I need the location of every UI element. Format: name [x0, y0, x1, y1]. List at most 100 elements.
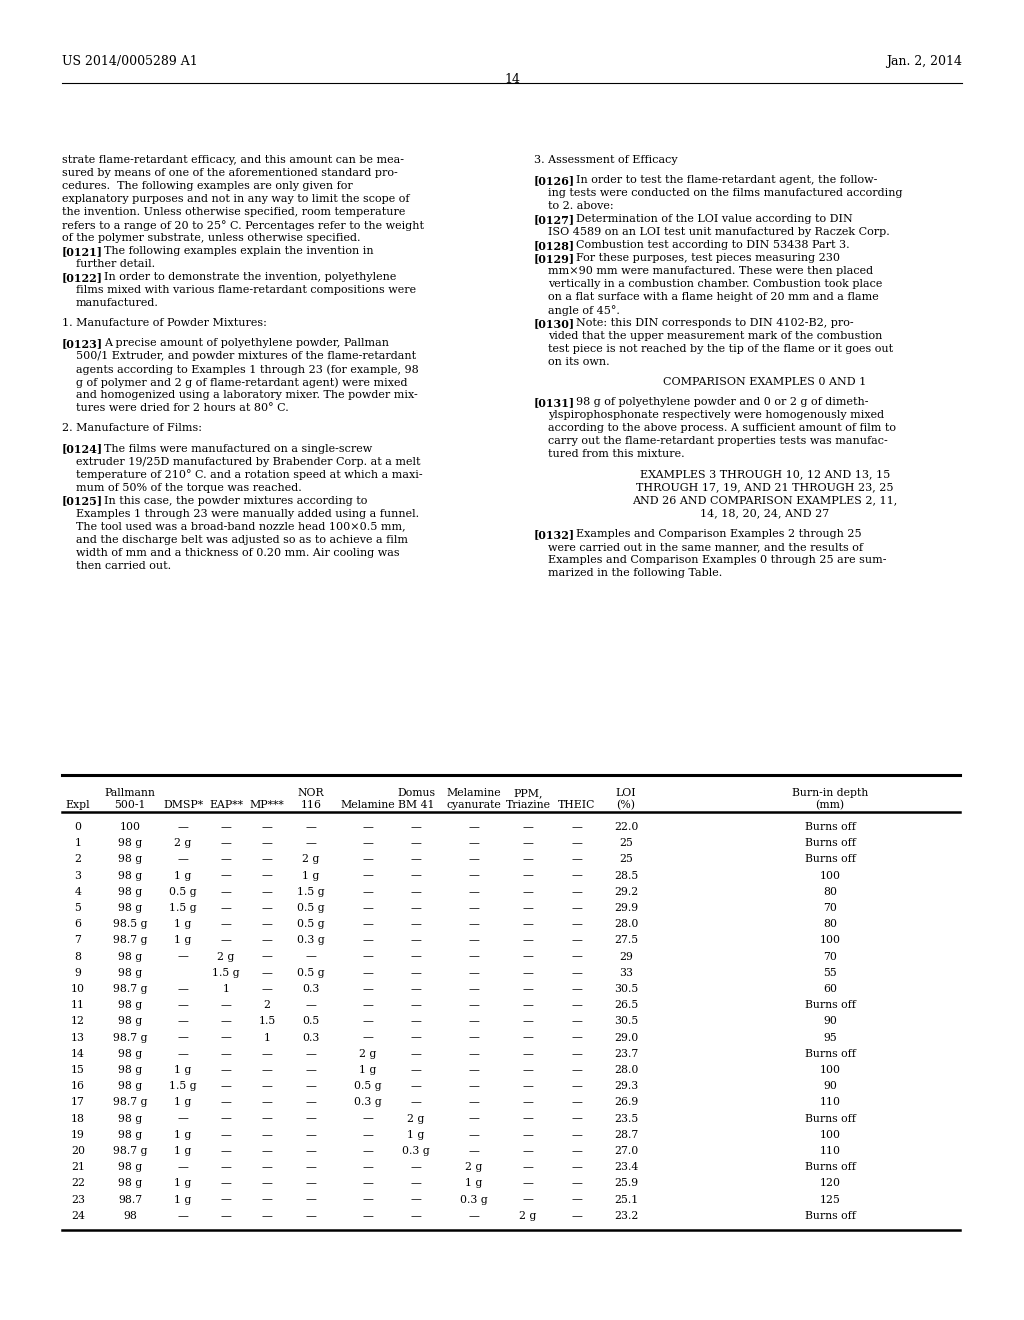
Text: —: — [522, 983, 534, 994]
Text: 1.5 g: 1.5 g [212, 968, 240, 978]
Text: —: — [522, 919, 534, 929]
Text: —: — [411, 854, 422, 865]
Text: —: — [220, 838, 231, 849]
Text: —: — [362, 952, 374, 961]
Text: —: — [177, 1114, 188, 1123]
Text: —: — [571, 838, 583, 849]
Text: —: — [362, 1016, 374, 1027]
Text: 1 g: 1 g [174, 1097, 191, 1107]
Text: [0124]: [0124] [62, 444, 103, 454]
Text: 2 g: 2 g [174, 838, 191, 849]
Text: —: — [571, 952, 583, 961]
Text: 98 g of polyethylene powder and 0 or 2 g of dimeth-: 98 g of polyethylene powder and 0 or 2 g… [575, 397, 868, 408]
Text: —: — [261, 919, 272, 929]
Text: LOI: LOI [615, 788, 636, 799]
Text: 0.3 g: 0.3 g [354, 1097, 382, 1107]
Text: —: — [571, 854, 583, 865]
Text: 26.9: 26.9 [613, 1097, 638, 1107]
Text: —: — [220, 1195, 231, 1205]
Text: g of polymer and 2 g of flame-retardant agent) were mixed: g of polymer and 2 g of flame-retardant … [76, 378, 408, 388]
Text: 1 g: 1 g [174, 871, 191, 880]
Text: Melamine: Melamine [446, 788, 502, 799]
Text: Triazine: Triazine [506, 800, 551, 810]
Text: 80: 80 [823, 919, 837, 929]
Text: A precise amount of polyethylene powder, Pallman: A precise amount of polyethylene powder,… [104, 338, 389, 348]
Text: [0131]: [0131] [534, 397, 575, 408]
Text: —: — [571, 1049, 583, 1059]
Text: COMPARISON EXAMPLES 0 AND 1: COMPARISON EXAMPLES 0 AND 1 [664, 378, 866, 387]
Text: 19: 19 [71, 1130, 85, 1139]
Text: 9: 9 [75, 968, 82, 978]
Text: 28.0: 28.0 [613, 919, 638, 929]
Text: 29.3: 29.3 [613, 1081, 638, 1092]
Text: 23.2: 23.2 [613, 1210, 638, 1221]
Text: 100: 100 [819, 936, 841, 945]
Text: —: — [411, 919, 422, 929]
Text: 98.7: 98.7 [118, 1195, 142, 1205]
Text: —: — [362, 919, 374, 929]
Text: 500/1 Extruder, and powder mixtures of the flame-retardant: 500/1 Extruder, and powder mixtures of t… [76, 351, 416, 362]
Text: —: — [469, 1114, 479, 1123]
Text: 2: 2 [263, 1001, 270, 1010]
Text: 100: 100 [819, 1065, 841, 1074]
Text: 23.5: 23.5 [613, 1114, 638, 1123]
Text: angle of 45°.: angle of 45°. [548, 305, 620, 315]
Text: —: — [177, 1032, 188, 1043]
Text: —: — [362, 903, 374, 913]
Text: AND 26 AND COMPARISON EXAMPLES 2, 11,: AND 26 AND COMPARISON EXAMPLES 2, 11, [633, 495, 898, 506]
Text: —: — [522, 1179, 534, 1188]
Text: 0.5 g: 0.5 g [354, 1081, 382, 1092]
Text: 1 g: 1 g [359, 1065, 377, 1074]
Text: —: — [177, 983, 188, 994]
Text: 4: 4 [75, 887, 82, 896]
Text: —: — [220, 871, 231, 880]
Text: —: — [261, 1049, 272, 1059]
Text: 21: 21 [71, 1162, 85, 1172]
Text: —: — [522, 968, 534, 978]
Text: —: — [522, 1001, 534, 1010]
Text: —: — [362, 822, 374, 832]
Text: 28.7: 28.7 [613, 1130, 638, 1139]
Text: —: — [411, 822, 422, 832]
Text: —: — [469, 822, 479, 832]
Text: 15: 15 [71, 1065, 85, 1074]
Text: —: — [362, 1114, 374, 1123]
Text: Domus: Domus [397, 788, 435, 799]
Text: DMSP*: DMSP* [163, 800, 203, 810]
Text: [0125]: [0125] [62, 495, 103, 507]
Text: For these purposes, test pieces measuring 230: For these purposes, test pieces measurin… [575, 253, 840, 263]
Text: —: — [522, 903, 534, 913]
Text: temperature of 210° C. and a rotation speed at which a maxi-: temperature of 210° C. and a rotation sp… [76, 470, 423, 480]
Text: 98 g: 98 g [118, 838, 142, 849]
Text: —: — [261, 854, 272, 865]
Text: —: — [522, 1146, 534, 1156]
Text: on a flat surface with a flame height of 20 mm and a flame: on a flat surface with a flame height of… [548, 292, 879, 302]
Text: —: — [571, 1001, 583, 1010]
Text: —: — [220, 1001, 231, 1010]
Text: —: — [220, 887, 231, 896]
Text: —: — [469, 1032, 479, 1043]
Text: PPM,: PPM, [513, 788, 543, 799]
Text: 98 g: 98 g [118, 1162, 142, 1172]
Text: —: — [522, 1032, 534, 1043]
Text: —: — [177, 1162, 188, 1172]
Text: —: — [220, 1049, 231, 1059]
Text: —: — [469, 1146, 479, 1156]
Text: —: — [411, 936, 422, 945]
Text: In order to test the flame-retardant agent, the follow-: In order to test the flame-retardant age… [575, 176, 878, 185]
Text: —: — [220, 822, 231, 832]
Text: 1 g: 1 g [174, 936, 191, 945]
Text: 30.5: 30.5 [613, 983, 638, 994]
Text: 26.5: 26.5 [613, 1001, 638, 1010]
Text: test piece is not reached by the tip of the flame or it goes out: test piece is not reached by the tip of … [548, 345, 893, 354]
Text: —: — [411, 838, 422, 849]
Text: US 2014/0005289 A1: US 2014/0005289 A1 [62, 55, 198, 69]
Text: 100: 100 [819, 1130, 841, 1139]
Text: 33: 33 [618, 968, 633, 978]
Text: —: — [305, 838, 316, 849]
Text: 98 g: 98 g [118, 1081, 142, 1092]
Text: Burns off: Burns off [805, 838, 855, 849]
Text: —: — [522, 1162, 534, 1172]
Text: 1 g: 1 g [174, 1065, 191, 1074]
Text: —: — [411, 1097, 422, 1107]
